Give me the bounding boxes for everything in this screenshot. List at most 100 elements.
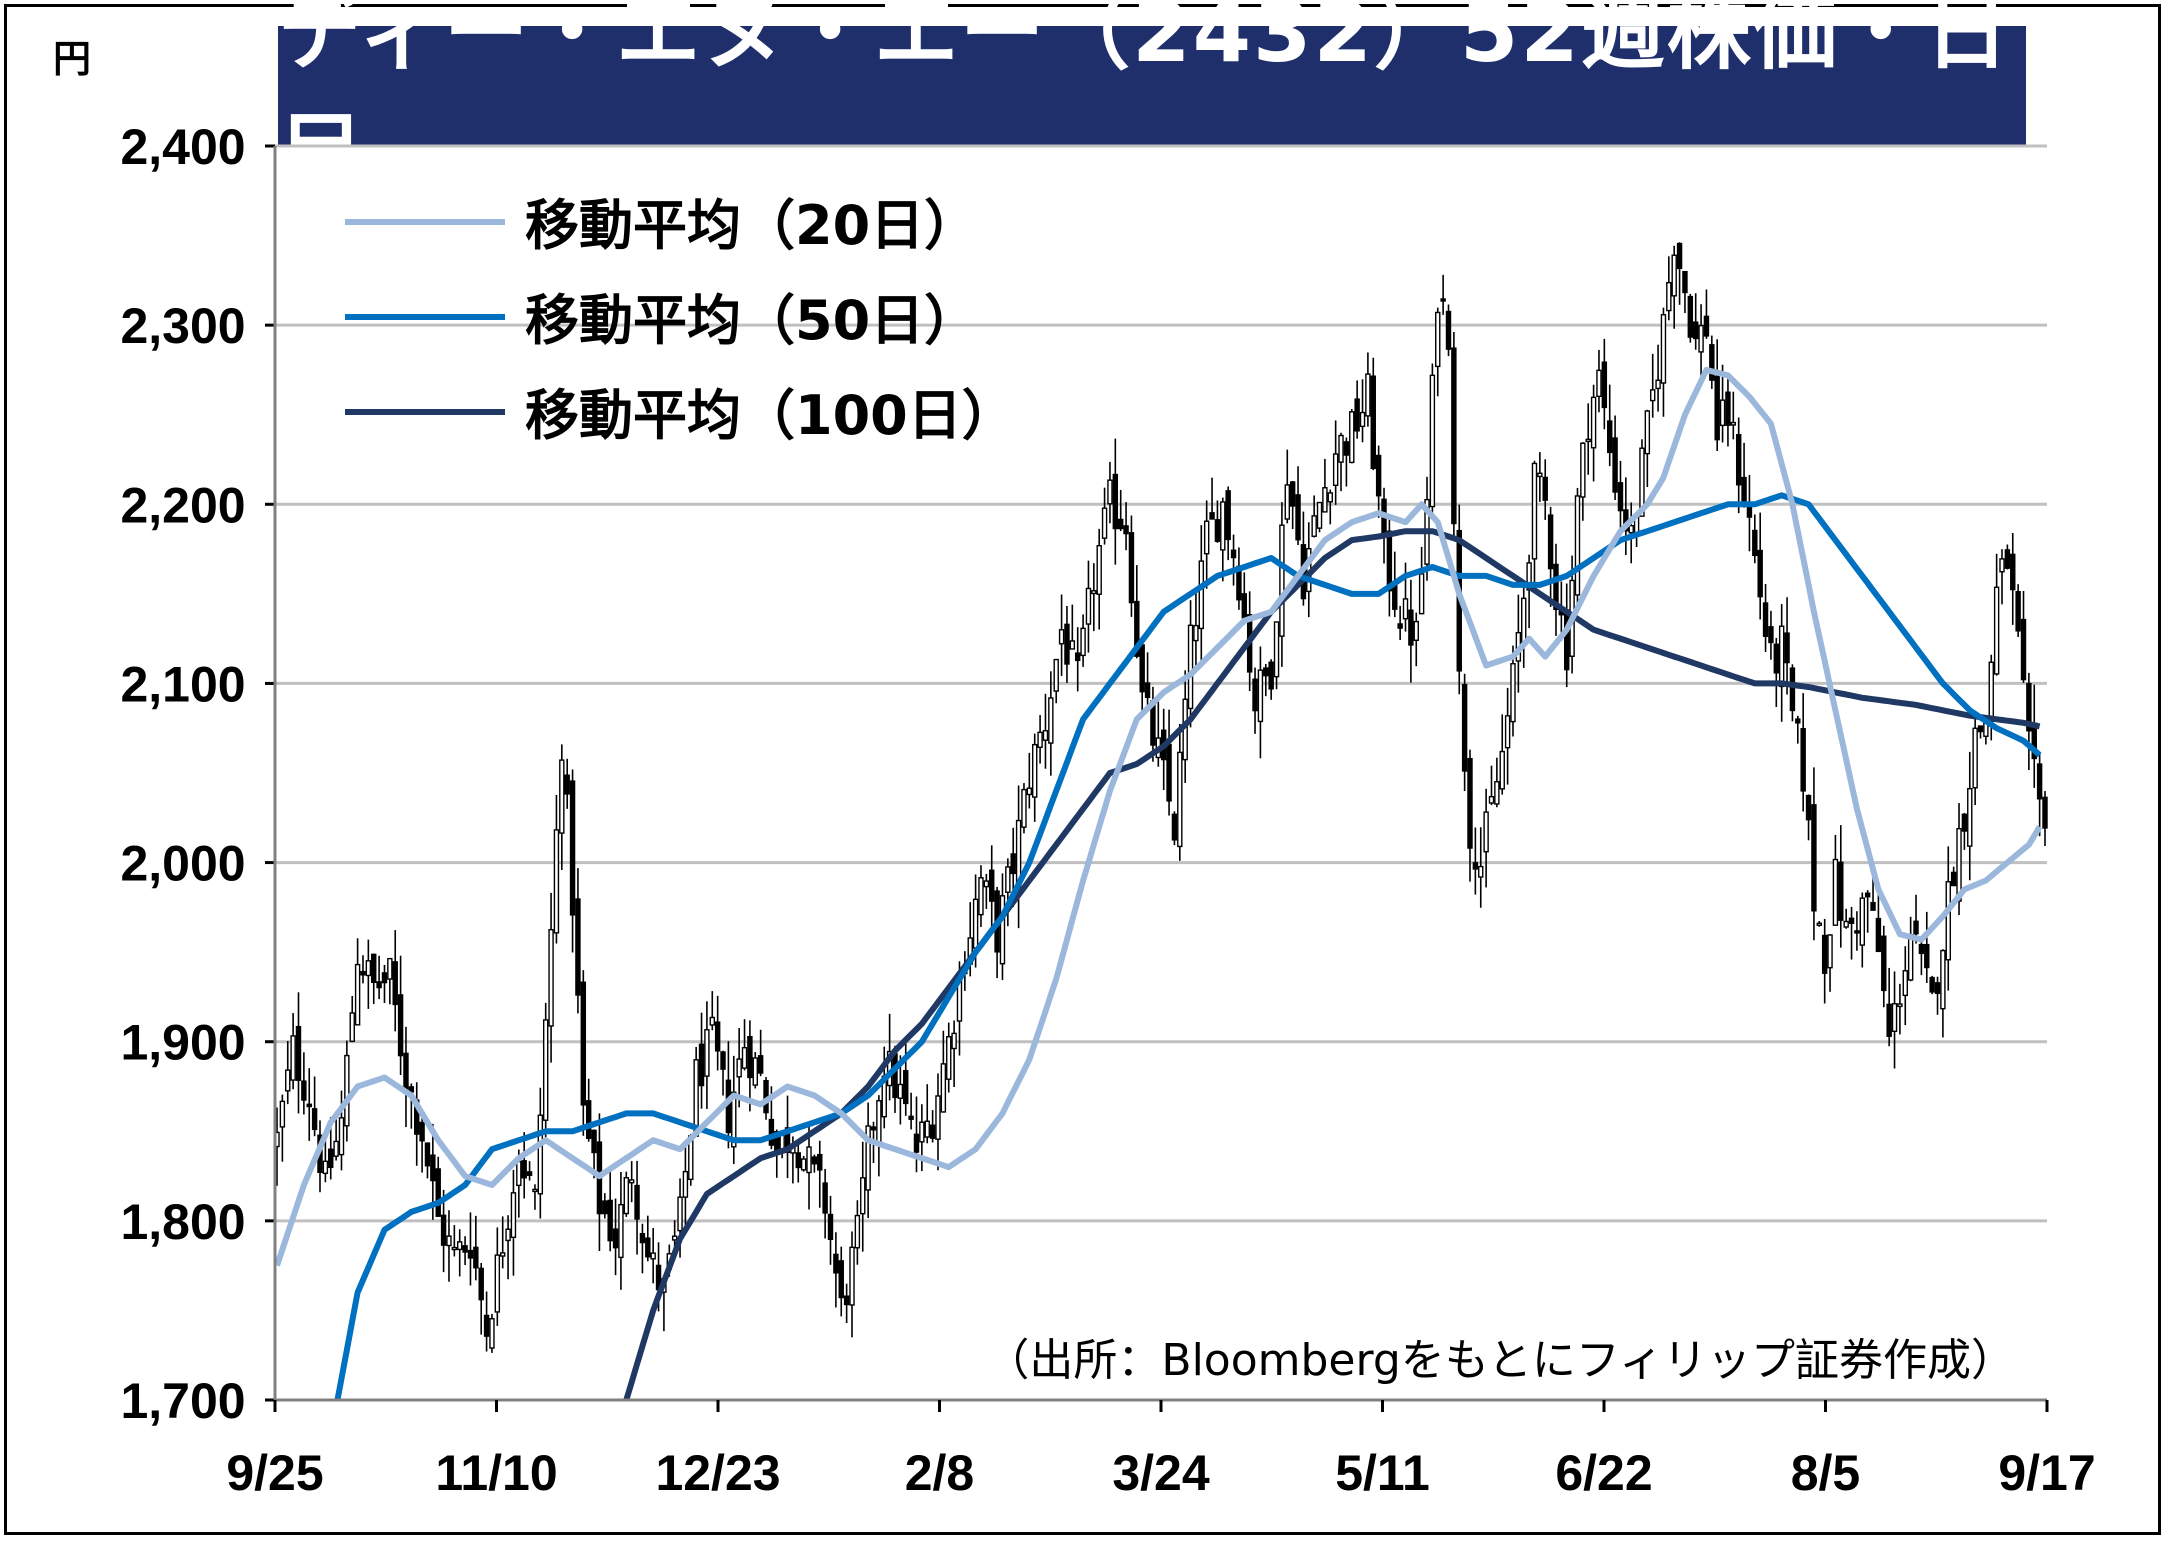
x-tick-label: 3/24 — [1112, 1445, 1210, 1501]
candle-body — [1832, 858, 1839, 926]
candle-body — [462, 1245, 468, 1253]
candle-body — [757, 1055, 764, 1074]
candle-body — [1316, 501, 1323, 529]
y-tick-label: 2,400 — [120, 119, 245, 175]
candle-body — [1365, 373, 1371, 417]
candle-body — [1139, 644, 1145, 693]
legend: 移動平均（20日） 移動平均（50日） 移動平均（100日） — [345, 194, 1016, 447]
candles — [274, 242, 2048, 1353]
candle-body — [817, 1153, 823, 1171]
candle-body — [1332, 453, 1339, 486]
candle-body — [1117, 518, 1124, 530]
candle-body — [1488, 795, 1495, 804]
candle-body — [1789, 667, 1796, 712]
candle-body — [607, 1199, 613, 1242]
candle-body — [1687, 295, 1694, 338]
chart-frame — [4, 4, 2161, 1535]
candle-body — [1768, 626, 1774, 644]
candle-body — [1123, 525, 1129, 535]
candle-body — [1800, 728, 1806, 792]
candle-body — [1048, 697, 1054, 744]
candle-body — [827, 1213, 834, 1241]
candle-body — [709, 1016, 715, 1026]
candle-body — [1085, 587, 1092, 625]
candle-body — [972, 898, 979, 949]
candle-body — [870, 1126, 877, 1131]
candle-body — [2036, 763, 2043, 800]
candle-body — [521, 1160, 527, 1179]
candle-body — [1042, 730, 1049, 741]
candle-body — [1134, 600, 1140, 657]
candle-body — [1472, 862, 1479, 870]
candle-body — [849, 1246, 855, 1306]
candle-body — [430, 1154, 436, 1182]
y-tick-label: 2,200 — [120, 477, 245, 533]
candle-body — [1257, 669, 1264, 723]
candle-body — [1327, 492, 1333, 503]
candle-body — [1977, 725, 1984, 733]
moving-average-lines — [275, 366, 2043, 1400]
x-tick-label: 9/25 — [226, 1445, 323, 1501]
candle-body — [1795, 718, 1801, 724]
candle-body — [553, 829, 560, 934]
candle-body — [505, 1228, 511, 1242]
candle-body — [1993, 586, 2000, 675]
candle-body — [1074, 652, 1081, 662]
candle-body — [1166, 743, 1172, 802]
candle-body — [1655, 379, 1661, 390]
candle-body — [2010, 553, 2016, 591]
x-tick-label: 2/8 — [905, 1445, 975, 1501]
candle-body — [1510, 663, 1516, 723]
candle-body — [1225, 490, 1231, 541]
candle-body — [1902, 970, 1908, 997]
candle-body — [408, 1086, 415, 1093]
candle-body — [483, 1314, 490, 1337]
candle-body — [1402, 598, 1409, 620]
candle-body — [1198, 560, 1205, 630]
candle-body — [1714, 375, 1720, 441]
candle-body — [1037, 731, 1043, 748]
candle-body — [559, 759, 565, 834]
candle-body — [1961, 813, 1968, 832]
candle-body — [1666, 281, 1672, 312]
candle-body — [365, 960, 372, 977]
candle-body — [381, 972, 388, 984]
candle-body — [333, 1140, 339, 1157]
candle-body — [752, 1057, 758, 1086]
candle-body — [908, 1115, 914, 1120]
candle-body — [516, 1160, 522, 1187]
candle-body — [929, 1124, 936, 1139]
candle-body — [806, 1146, 812, 1174]
candle-body — [1284, 484, 1291, 520]
candle-body — [1956, 827, 1962, 902]
candle-body — [1531, 462, 1538, 560]
candle-body — [1891, 1003, 1898, 1032]
candle-body — [1644, 410, 1651, 455]
candle-body — [1058, 629, 1065, 645]
candle-body — [704, 1029, 710, 1077]
candle-body — [940, 1063, 947, 1113]
candle-body — [1719, 399, 1726, 427]
candle-body — [1596, 369, 1602, 398]
candle-body — [924, 1120, 930, 1138]
candle-body — [1972, 727, 1978, 789]
candle-body — [1440, 298, 1446, 302]
candle-body — [623, 1177, 630, 1215]
candle-body — [532, 1188, 538, 1193]
candle-body — [795, 1152, 801, 1169]
candle-body — [1859, 897, 1866, 946]
candle-body — [1870, 901, 1876, 911]
candle-body — [1080, 627, 1086, 657]
candle-body — [1338, 434, 1344, 463]
candle-body — [537, 1114, 544, 1195]
candle-body — [1193, 624, 1199, 642]
candle-body — [978, 877, 984, 916]
candle-body — [322, 1160, 329, 1175]
candle-body — [892, 1053, 898, 1099]
candle-body — [1107, 479, 1113, 505]
candle-body — [1875, 917, 1882, 953]
candle-body — [1375, 454, 1382, 497]
candle-body — [1752, 529, 1758, 557]
candle-body — [1171, 813, 1178, 841]
candle-body — [371, 953, 377, 983]
